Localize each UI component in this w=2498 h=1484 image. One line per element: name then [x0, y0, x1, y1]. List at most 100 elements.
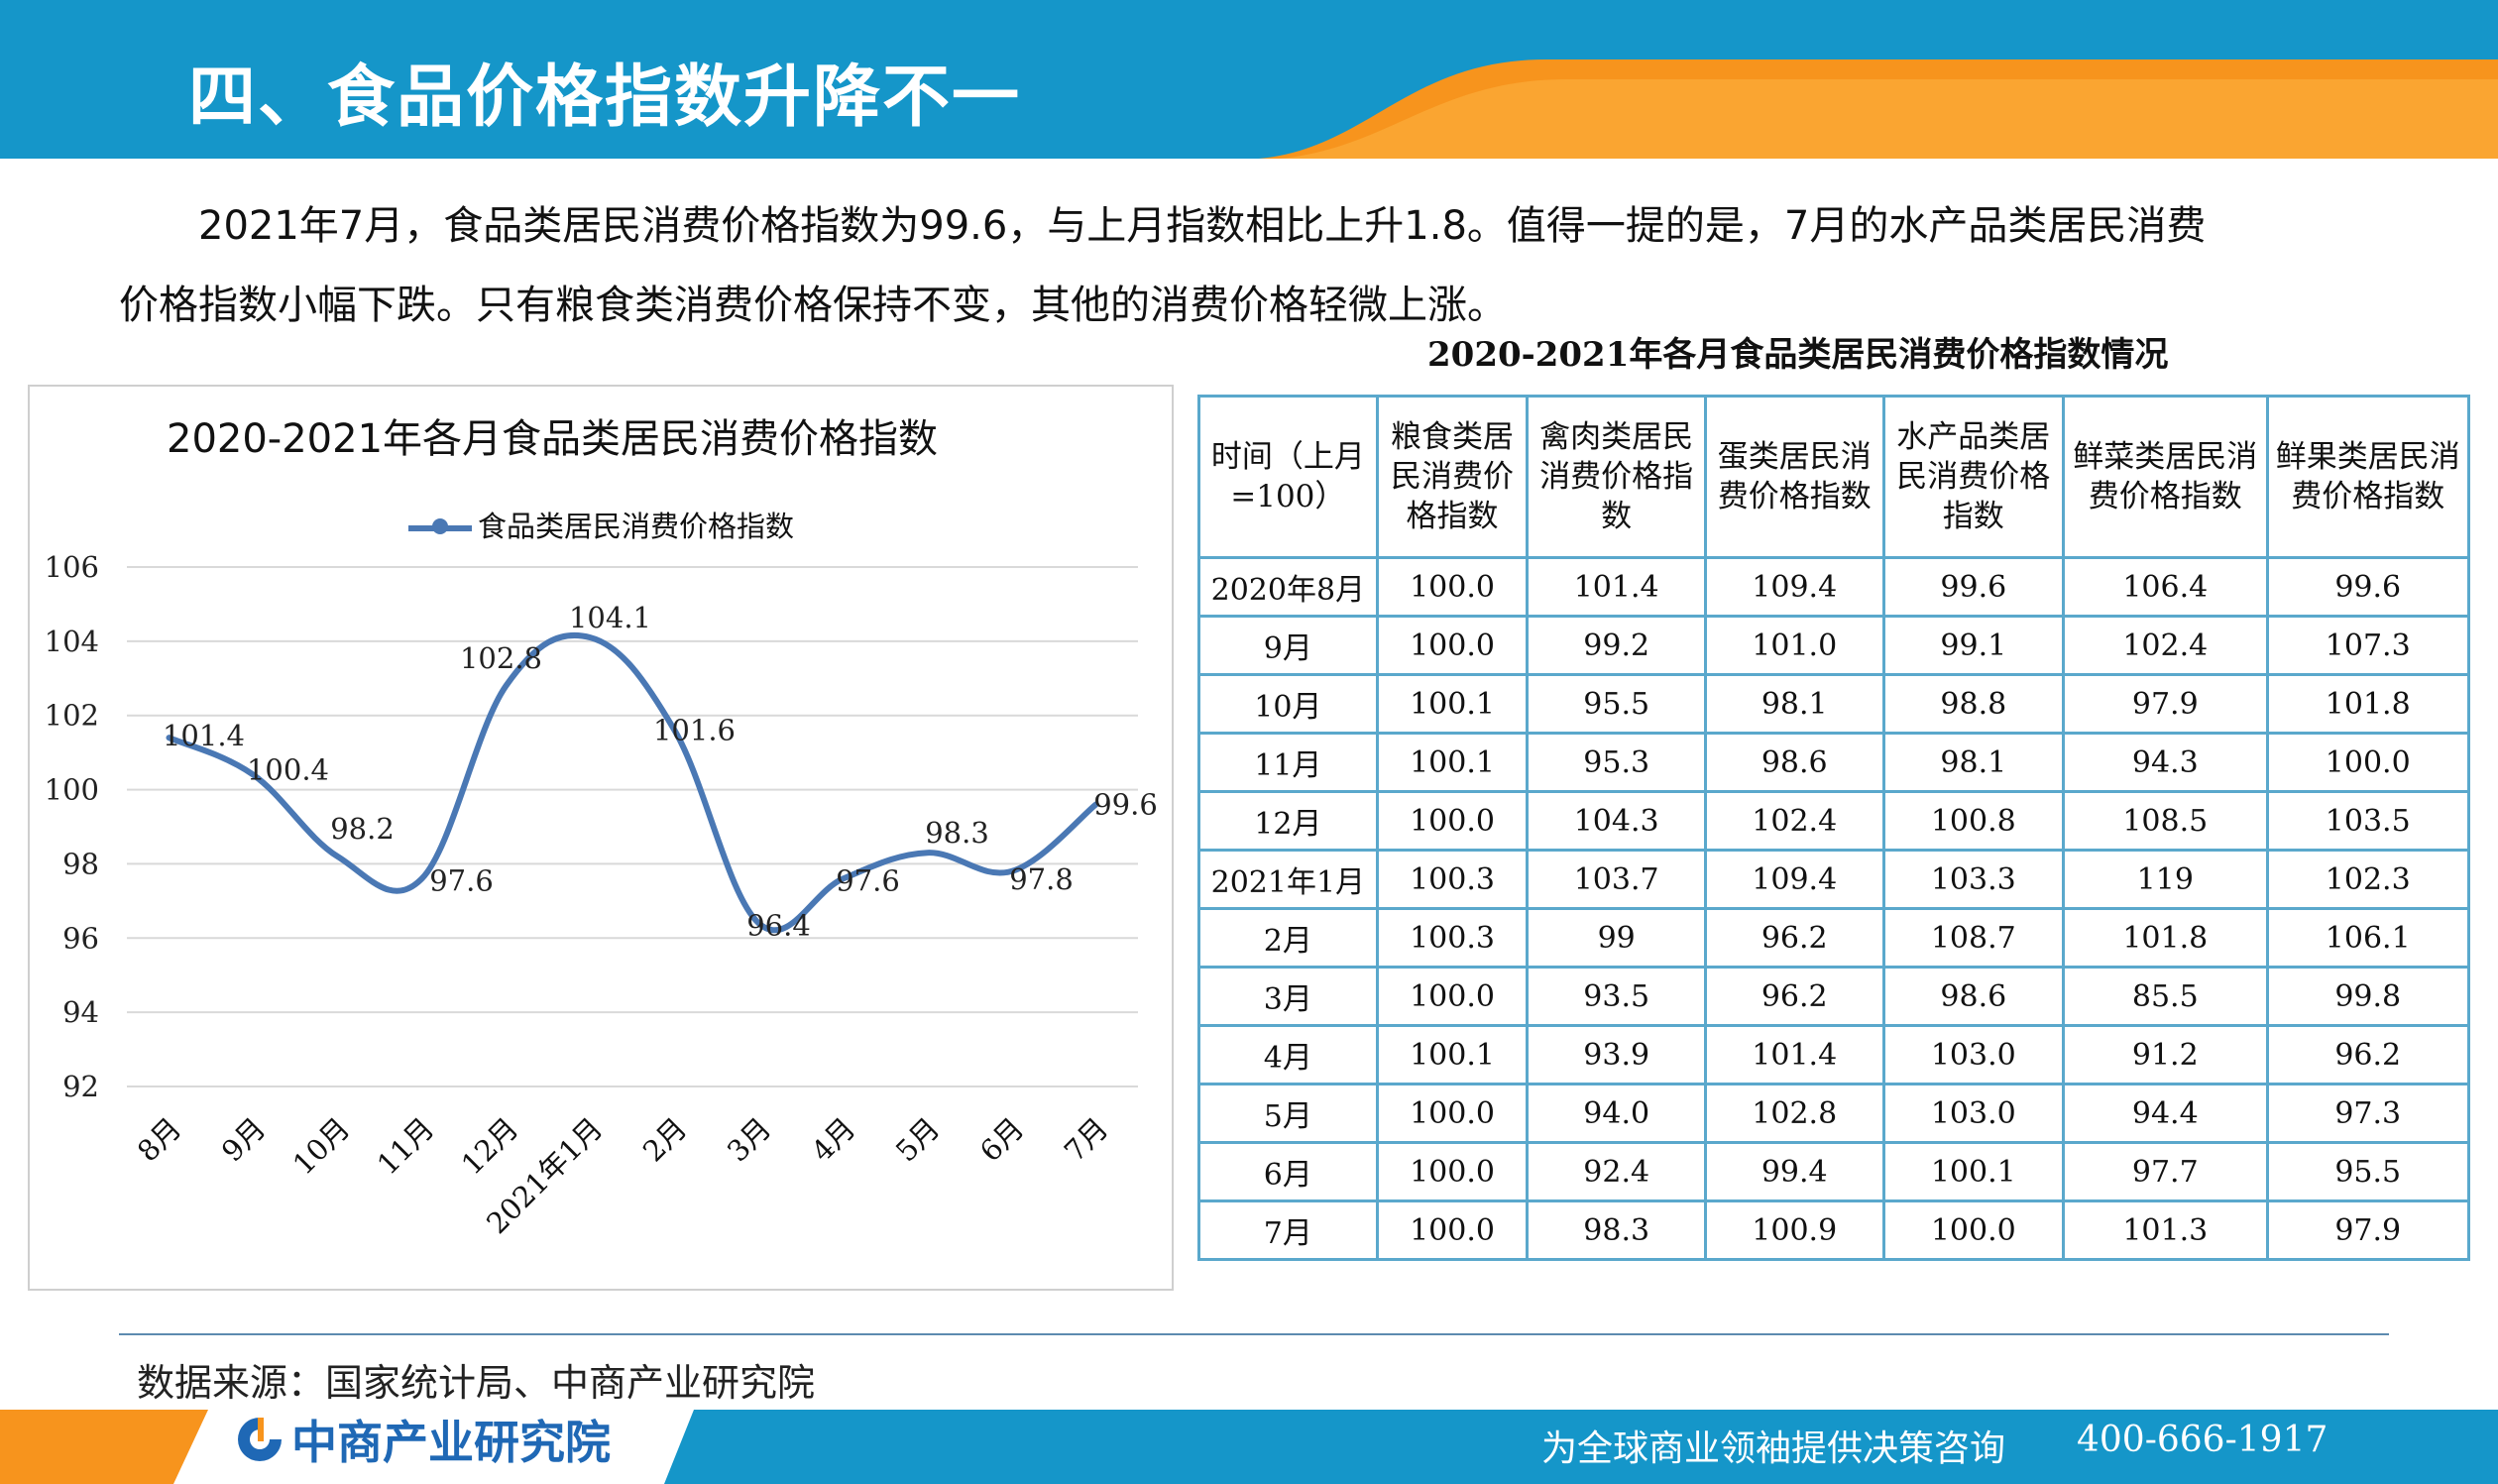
page-title: 四、食品价格指数升降不一 — [188, 58, 1022, 137]
table-cell: 9月 — [1197, 615, 1379, 676]
table-cell: 100.1 — [1375, 1024, 1530, 1085]
series-line — [166, 631, 1099, 934]
data-label: 102.8 — [460, 641, 542, 675]
x-tick-label: 4月 — [805, 1111, 862, 1169]
y-tick-label: 100 — [45, 773, 99, 807]
table-cell: 11月 — [1197, 732, 1379, 793]
table-cell: 101.8 — [2062, 907, 2269, 969]
table-cell: 103.3 — [1881, 849, 2066, 910]
table-cell: 99.2 — [1526, 615, 1707, 676]
footer-slogan: 为全球商业领袖提供决策咨询 — [1541, 1428, 2006, 1469]
table-cell: 100.0 — [1375, 556, 1530, 618]
x-tick-label: 9月 — [215, 1111, 273, 1169]
table-cell: 109.4 — [1703, 849, 1885, 910]
table-cell: 100.0 — [1375, 966, 1530, 1027]
table-cell: 99 — [1526, 907, 1707, 969]
table-cell: 119 — [2062, 849, 2269, 910]
table-cell: 97.3 — [2265, 1083, 2470, 1144]
y-tick-label: 96 — [62, 921, 99, 955]
table-cell: 103.0 — [1881, 1024, 2066, 1085]
table-row: 6月 100.0 92.4 99.4 100.1 97.7 95.5 — [1197, 1141, 2470, 1202]
data-label: 98.2 — [330, 812, 395, 846]
data-label: 99.6 — [1093, 788, 1158, 822]
table-cell: 100.3 — [1375, 849, 1530, 910]
table-cell: 100.0 — [2265, 732, 2470, 793]
table-row: 4月 100.1 93.9 101.4 103.0 91.2 96.2 — [1197, 1024, 2470, 1085]
table-header-row: 时间（上月=100） 粮食类居民消费价格指数 禽肉类居民消费价格指数 蛋类居民消费价格… — [1197, 395, 2470, 559]
table-cell: 2月 — [1197, 907, 1379, 969]
table-cell: 97.9 — [2062, 673, 2269, 735]
table-cell: 93.9 — [1526, 1024, 1707, 1085]
legend-label: 食品类居民消费价格指数 — [478, 510, 795, 543]
table-cell: 12月 — [1197, 790, 1379, 852]
table-cell: 108.7 — [1881, 907, 2066, 969]
x-tick-label: 11月 — [371, 1111, 441, 1182]
table-cell: 92.4 — [1526, 1141, 1707, 1202]
table-cell: 99.6 — [2265, 556, 2470, 618]
table-cell: 97.7 — [2062, 1141, 2269, 1202]
y-tick-label: 104 — [45, 625, 99, 658]
table-title: 2020-2021年各月食品类居民消费价格指数情况 — [1427, 335, 2169, 375]
footer-phone: 400-666-1917 — [2077, 1420, 2328, 1460]
table-cell: 99.8 — [2265, 966, 2470, 1027]
y-tick-label: 94 — [62, 995, 99, 1029]
table-cell: 2021年1月 — [1197, 849, 1379, 910]
table-cell: 98.6 — [1703, 732, 1885, 793]
x-tick-label: 5月 — [889, 1111, 947, 1169]
table-cell: 95.5 — [2265, 1141, 2470, 1202]
footer-divider — [119, 1333, 2389, 1335]
footer-decoration — [0, 1410, 2498, 1484]
table-row: 2月 100.3 99 96.2 108.7 101.8 106.1 — [1197, 907, 2470, 969]
data-label: 104.1 — [569, 601, 651, 634]
y-tick-label: 92 — [62, 1070, 99, 1103]
cpi-table: 时间（上月=100） 粮食类居民消费价格指数 禽肉类居民消费价格指数 蛋类居民消费价格… — [1197, 395, 2470, 1261]
table-cell: 102.4 — [1703, 790, 1885, 852]
table-cell: 98.3 — [1526, 1199, 1707, 1261]
header-decoration — [1259, 59, 2498, 159]
intro-paragraph: 2021年7月，食品类居民消费价格指数为99.6，与上月指数相比上升1.8。值得… — [119, 186, 2399, 345]
table-cell: 97.9 — [2265, 1199, 2470, 1261]
table-header-cell: 蛋类居民消费价格指数 — [1703, 395, 1885, 559]
table-row: 7月 100.0 98.3 100.9 100.0 101.3 97.9 — [1197, 1199, 2470, 1261]
table-cell: 101.4 — [1526, 556, 1707, 618]
table-cell: 104.3 — [1526, 790, 1707, 852]
table-row: 2021年1月 100.3 103.7 109.4 103.3 119 102.3 — [1197, 849, 2470, 910]
table-row: 2020年8月 100.0 101.4 109.4 99.6 106.4 99.6 — [1197, 556, 2470, 618]
table-cell: 103.5 — [2265, 790, 2470, 852]
data-source: 数据来源：国家统计局、中商产业研究院 — [137, 1361, 816, 1405]
y-tick-label: 102 — [45, 699, 99, 733]
table-header-cell: 禽肉类居民消费价格指数 — [1526, 395, 1707, 559]
table-cell: 100.1 — [1881, 1141, 2066, 1202]
data-label: 101.6 — [653, 714, 736, 747]
table-cell: 99.1 — [1881, 615, 2066, 676]
table-header-cell: 鲜菜类居民消费价格指数 — [2062, 395, 2269, 559]
x-tick-label: 7月 — [1058, 1111, 1115, 1169]
table-cell: 94.4 — [2062, 1083, 2269, 1144]
table-cell: 100.1 — [1375, 673, 1530, 735]
chart-frame — [28, 385, 1174, 1291]
data-label: 96.4 — [746, 908, 811, 942]
table-cell: 100.0 — [1375, 1083, 1530, 1144]
table-cell: 100.0 — [1375, 1199, 1530, 1261]
table-cell: 96.2 — [2265, 1024, 2470, 1085]
data-label: 98.3 — [925, 816, 989, 850]
chart-y-ticks: 106 104 102 100 98 96 94 92 — [45, 550, 99, 1103]
table-cell: 103.0 — [1881, 1083, 2066, 1144]
table-cell: 95.5 — [1526, 673, 1707, 735]
table-cell: 100.0 — [1881, 1199, 2066, 1261]
table-cell: 98.8 — [1881, 673, 2066, 735]
table-cell: 95.3 — [1526, 732, 1707, 793]
table-cell: 100.1 — [1375, 732, 1530, 793]
data-label: 97.6 — [836, 863, 900, 897]
table-cell: 101.3 — [2062, 1199, 2269, 1261]
x-tick-label: 8月 — [131, 1111, 188, 1169]
x-tick-label: 12月 — [455, 1111, 525, 1182]
table-row: 9月 100.0 99.2 101.0 99.1 102.4 107.3 — [1197, 615, 2470, 676]
table-cell: 100.0 — [1375, 1141, 1530, 1202]
table-cell: 96.2 — [1703, 907, 1885, 969]
table-cell: 5月 — [1197, 1083, 1379, 1144]
table-cell: 93.5 — [1526, 966, 1707, 1027]
